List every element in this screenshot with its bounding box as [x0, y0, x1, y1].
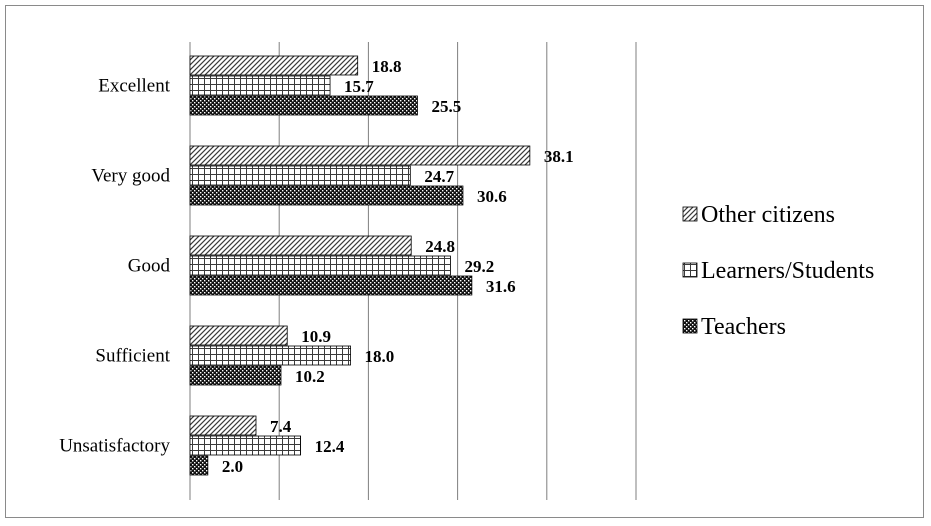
bar-learners-students-excellent — [189, 75, 331, 96]
value-label-other-citizens-excellent: 18.8 — [372, 57, 402, 76]
bar-teachers-very-good — [189, 185, 464, 206]
category-label-sufficient: Sufficient — [95, 346, 170, 367]
category-label-excellent: Excellent — [98, 76, 170, 97]
value-label-learners-students-excellent: 15.7 — [344, 77, 374, 96]
legend: Other citizens Learners/Students Teachers — [682, 202, 874, 340]
value-label-learners-students-unsatisfactory: 12.4 — [315, 437, 345, 456]
bars — [189, 55, 531, 476]
legend-swatch-other-citizens — [682, 206, 698, 222]
legend-label-teachers: Teachers — [701, 314, 786, 340]
bar-teachers-good — [189, 275, 473, 296]
legend-label-learners-students: Learners/Students — [701, 258, 874, 284]
value-label-teachers-very-good: 30.6 — [477, 187, 507, 206]
category-label-unsatisfactory: Unsatisfactory — [59, 436, 170, 457]
bar-other-citizens-unsatisfactory — [189, 415, 257, 436]
value-label-teachers-unsatisfactory: 2.0 — [222, 457, 243, 476]
category-label-very-good: Very good — [91, 166, 170, 187]
value-label-other-citizens-sufficient: 10.9 — [301, 327, 331, 346]
bar-other-citizens-excellent — [189, 55, 359, 76]
bar-other-citizens-very-good — [189, 145, 531, 166]
chart-frame — [5, 5, 924, 518]
category-label-good: Good — [128, 256, 171, 277]
value-label-learners-students-good: 29.2 — [464, 257, 494, 276]
value-label-teachers-good: 31.6 — [486, 277, 516, 296]
bar-learners-students-good — [189, 255, 451, 276]
bar-teachers-unsatisfactory — [189, 455, 209, 476]
value-label-other-citizens-very-good: 38.1 — [544, 147, 574, 166]
bar-learners-students-sufficient — [189, 345, 351, 366]
value-label-teachers-excellent: 25.5 — [431, 97, 461, 116]
bar-learners-students-unsatisfactory — [189, 435, 302, 456]
bar-teachers-sufficient — [189, 365, 282, 386]
value-label-learners-students-sufficient: 18.0 — [365, 347, 395, 366]
value-label-teachers-sufficient: 10.2 — [295, 367, 325, 386]
bar-other-citizens-sufficient — [189, 325, 288, 346]
value-label-learners-students-very-good: 24.7 — [424, 167, 454, 186]
category-labels: Excellent Very good Good Sufficient Unsatisf… — [59, 76, 171, 457]
bar-teachers-excellent — [189, 95, 418, 116]
legend-swatch-learners-students — [682, 262, 698, 278]
legend-swatch-teachers — [682, 318, 698, 334]
legend-label-other-citizens: Other citizens — [701, 202, 835, 228]
value-labels: 18.815.7 25.5 38.1 24.7 30.6 24.8 29.231.6 10.9… — [222, 57, 574, 476]
bar-learners-students-very-good — [189, 165, 411, 186]
value-label-other-citizens-good: 24.8 — [425, 237, 455, 256]
value-label-other-citizens-unsatisfactory: 7.4 — [270, 417, 292, 436]
bar-other-citizens-good — [189, 235, 412, 256]
